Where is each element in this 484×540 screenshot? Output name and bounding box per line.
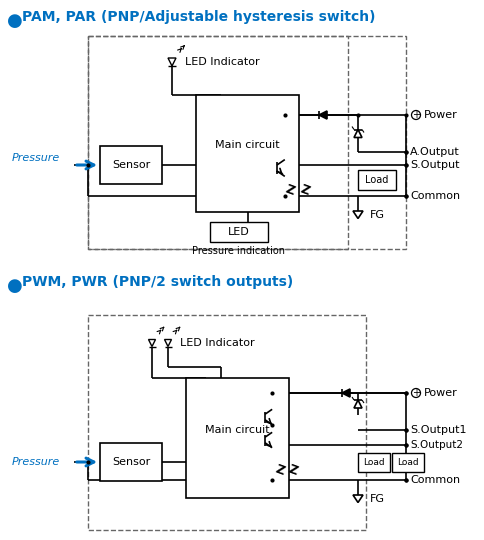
Text: S.Output2: S.Output2 bbox=[410, 440, 463, 450]
Text: Main circuit: Main circuit bbox=[215, 140, 280, 151]
Text: S.Output1: S.Output1 bbox=[410, 425, 467, 435]
Text: FG: FG bbox=[370, 210, 385, 220]
Polygon shape bbox=[319, 111, 327, 119]
Bar bbox=[210, 222, 268, 242]
Text: LED Indicator: LED Indicator bbox=[180, 338, 255, 348]
Text: LED: LED bbox=[228, 227, 250, 237]
Text: FG: FG bbox=[370, 494, 385, 504]
Text: LED Indicator: LED Indicator bbox=[185, 57, 259, 67]
Text: Pressure: Pressure bbox=[12, 457, 60, 467]
Circle shape bbox=[411, 111, 421, 119]
Text: Main circuit: Main circuit bbox=[205, 425, 270, 435]
Bar bbox=[358, 170, 396, 190]
Text: Z: Z bbox=[287, 462, 300, 478]
Polygon shape bbox=[354, 130, 362, 138]
Bar bbox=[196, 95, 299, 212]
Polygon shape bbox=[353, 495, 363, 503]
Text: Sensor: Sensor bbox=[112, 160, 150, 170]
Text: Sensor: Sensor bbox=[112, 457, 150, 467]
Text: S.Output: S.Output bbox=[410, 160, 459, 170]
Text: PWM, PWR (PNP/2 switch outputs): PWM, PWR (PNP/2 switch outputs) bbox=[22, 275, 293, 289]
Text: PAM, PAR (PNP/Adjustable hysteresis switch): PAM, PAR (PNP/Adjustable hysteresis swit… bbox=[22, 10, 376, 24]
Text: +: + bbox=[412, 110, 420, 120]
Circle shape bbox=[411, 388, 421, 397]
Text: Z: Z bbox=[299, 183, 312, 198]
Text: Common: Common bbox=[410, 475, 460, 485]
Text: Load: Load bbox=[365, 175, 389, 185]
Text: A.Output: A.Output bbox=[410, 147, 460, 157]
Bar bbox=[186, 378, 289, 498]
Polygon shape bbox=[342, 389, 350, 397]
Polygon shape bbox=[165, 340, 171, 347]
Polygon shape bbox=[149, 340, 155, 347]
Text: Pressure: Pressure bbox=[12, 153, 60, 163]
Text: Power: Power bbox=[424, 388, 458, 398]
Polygon shape bbox=[354, 400, 362, 408]
Bar bbox=[88, 36, 406, 249]
Bar bbox=[100, 443, 162, 481]
Bar bbox=[358, 453, 390, 472]
Text: Z: Z bbox=[284, 183, 297, 198]
Bar bbox=[392, 453, 424, 472]
Text: Load: Load bbox=[397, 458, 419, 467]
Text: Common: Common bbox=[410, 191, 460, 201]
Text: Pressure indication: Pressure indication bbox=[193, 246, 286, 256]
Text: Power: Power bbox=[424, 110, 458, 120]
Bar bbox=[100, 146, 162, 184]
Polygon shape bbox=[168, 58, 176, 66]
Polygon shape bbox=[353, 211, 363, 219]
Bar bbox=[88, 315, 366, 530]
Bar bbox=[88, 36, 348, 249]
Text: +: + bbox=[412, 388, 420, 398]
Text: ●: ● bbox=[7, 277, 23, 295]
Text: Z: Z bbox=[273, 462, 287, 478]
Text: ●: ● bbox=[7, 12, 23, 30]
Text: Load: Load bbox=[363, 458, 385, 467]
